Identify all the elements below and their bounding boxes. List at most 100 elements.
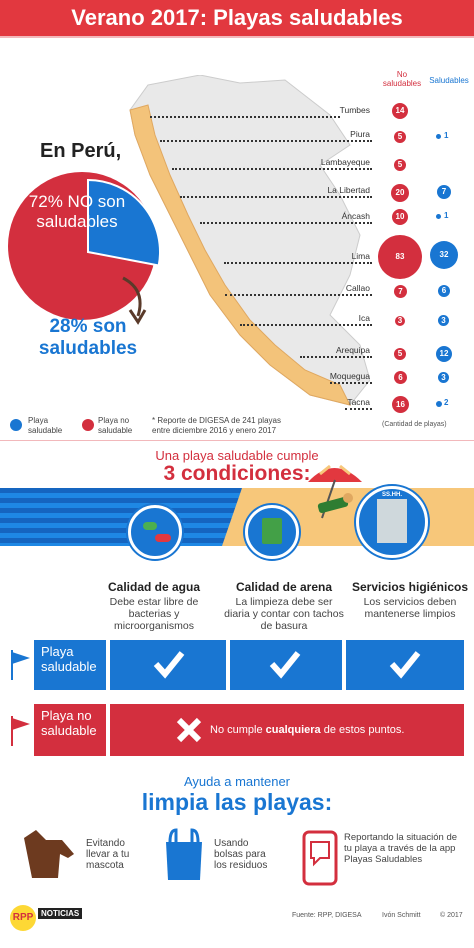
leader-tacna: [345, 408, 372, 410]
umbrella-icon: [308, 464, 362, 519]
no-cumple-bold: cualquiera: [265, 724, 321, 736]
saludables-dot: [436, 134, 441, 139]
condition-desc: Debe estar libre de bacterias y microorg…: [109, 596, 199, 632]
no-saludables-count: 7: [394, 285, 407, 298]
leader-la-libertad: [180, 196, 372, 198]
saludables-dot: [436, 401, 442, 407]
no-saludables-count: 20: [391, 184, 409, 202]
help-title: limpia las playas:: [141, 789, 333, 815]
pie-si-label: 28% son saludables: [38, 316, 138, 359]
bacteria-shape: [155, 534, 171, 542]
leader-moquegua: [330, 382, 372, 384]
region-label: Áncash: [341, 211, 370, 221]
row-label-saludable: Playa saludable: [34, 640, 106, 690]
conditions-title: 3 condiciones:: [163, 462, 311, 485]
x-icon: [176, 717, 202, 743]
red-flag-icon: [11, 716, 30, 746]
leader-callao: [225, 294, 372, 296]
region-label: La Libertad: [327, 185, 370, 195]
saludables-count: 12: [436, 346, 452, 362]
region-label: Callao: [345, 283, 370, 293]
condition-title: Calidad de arena: [235, 580, 333, 594]
saludables-count: 3: [438, 372, 449, 383]
door-shape: [377, 499, 407, 543]
condition-desc: La limpieza debe ser diaria y contar con…: [224, 596, 344, 632]
condition-title: Calidad de agua: [107, 580, 201, 594]
no-cumple-post: de estos puntos.: [320, 724, 405, 736]
condition-desc: Los servicios deben mantenerse limpios: [363, 596, 457, 620]
no-cumple-cell: [110, 704, 464, 756]
check-icon: [153, 651, 185, 679]
region-label: Tacna: [347, 397, 370, 407]
no-cumple-text: No cumple cualquiera de estos puntos.: [210, 724, 404, 736]
saludables-count: 32: [430, 241, 458, 269]
tip-text: Usando bolsas para los residuos: [214, 838, 268, 871]
saludables-count: 3: [438, 315, 449, 326]
trash-bin-icon: [245, 505, 299, 559]
footer-source: Fuente: RPP, DIGESA: [292, 912, 362, 919]
region-label: Piura: [350, 129, 370, 139]
region-label: Moquegua: [329, 371, 370, 381]
saludables-count: 1: [444, 211, 449, 220]
saludables-dot: [436, 214, 441, 219]
footer-author: Ivón Schmitt: [382, 912, 421, 919]
page-title: Verano 2017: Playas saludables: [0, 0, 474, 36]
conditions-intro: Una playa saludable cumple: [155, 448, 319, 463]
col-no-saludables: No saludables: [382, 70, 422, 88]
curve-arrow-icon: [122, 276, 147, 325]
leader-lima: [224, 262, 372, 264]
no-saludables-count: 3: [395, 316, 405, 326]
leader-arequipa: [300, 356, 372, 358]
region-label: Lima: [351, 251, 370, 261]
divider: [0, 440, 474, 441]
region-label: Tumbes: [339, 105, 370, 115]
region-label: Lambayeque: [320, 157, 370, 167]
no-saludables-count: 16: [392, 396, 409, 413]
condition-title: Servicios higiénicos: [351, 580, 469, 594]
leader-lambayeque: [172, 168, 372, 170]
help-intro: Ayuda a mantener: [184, 774, 290, 789]
no-saludables-count: 14: [392, 103, 408, 119]
leader-ica: [240, 324, 372, 326]
no-saludables-count: 6: [394, 371, 407, 384]
dog-icon: [24, 830, 74, 878]
bacteria-shape: [143, 522, 157, 530]
row-label-no-saludable: Playa no saludable: [34, 704, 106, 756]
no-cumple-pre: No cumple: [210, 724, 266, 736]
footer-year: © 2017: [440, 912, 463, 919]
legend-saludable-label: Playa saludable: [28, 416, 63, 435]
bin-shape: [262, 518, 282, 544]
no-saludables-count: 5: [394, 131, 406, 143]
pie-no-label: 72% NO son saludables: [28, 192, 126, 231]
legend-no-saludable-dot: [82, 419, 94, 431]
no-saludables-count: 5: [394, 348, 406, 360]
saludables-count: 1: [444, 131, 449, 140]
saludables-count: 6: [438, 285, 450, 297]
peru-map: [129, 75, 370, 406]
rpp-logo-sub: NOTICIAS: [38, 908, 83, 919]
region-label: Ica: [358, 313, 370, 323]
pie-chart: [8, 172, 161, 320]
legend-no-saludable-label: Playa no saludable: [98, 416, 133, 435]
cantidad-note: (Cantidad de playas): [382, 421, 447, 428]
header-divider: [0, 36, 474, 38]
blue-flag-icon: [11, 650, 30, 680]
region-label: Arequipa: [335, 345, 370, 355]
check-icon: [389, 651, 421, 679]
water-bacteria-icon: [128, 505, 182, 559]
restroom-icon: SS.HH.: [356, 486, 428, 558]
rpp-logo: RPP: [10, 905, 36, 931]
phone-app-icon: [302, 830, 338, 886]
tip-text: Evitando llevar a tu mascota: [86, 838, 130, 871]
no-saludables-count: 10: [392, 209, 408, 225]
saludables-count: 7: [437, 185, 451, 199]
no-saludables-count: 83: [378, 235, 422, 279]
saludables-count: 2: [444, 398, 449, 407]
check-cell: [110, 640, 226, 690]
bag-icon: [166, 828, 202, 880]
no-saludables-count: 5: [394, 159, 406, 171]
pie-heading: En Perú,: [40, 140, 122, 162]
tip-text: Reportando la situación de tu playa a tr…: [344, 832, 458, 865]
leader-ancash: [200, 222, 372, 224]
legend-saludable-dot: [10, 419, 22, 431]
